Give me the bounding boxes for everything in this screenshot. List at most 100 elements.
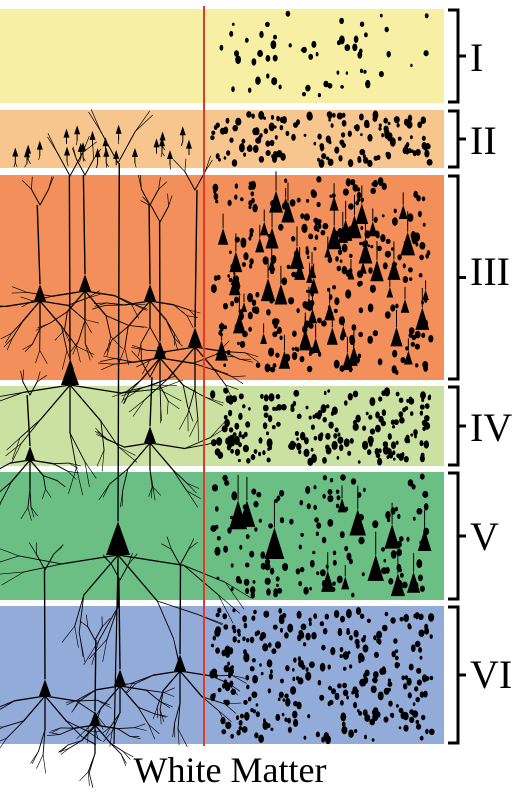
cell-body (305, 671, 312, 681)
cell-body (427, 395, 431, 401)
cell-body (371, 182, 376, 187)
dendrite (65, 700, 81, 703)
dendrite (148, 486, 153, 497)
dendrite (86, 614, 89, 628)
dendrite (53, 544, 64, 555)
cell-body (251, 691, 258, 698)
apical-dendrite (43, 569, 46, 680)
dendrite (225, 384, 239, 390)
neuron-soma (174, 654, 186, 671)
dendrite (106, 336, 112, 352)
cell-body (360, 225, 364, 231)
cell-body (338, 155, 343, 162)
dendrite (124, 347, 129, 366)
pyramidal-soma (278, 350, 291, 369)
cell-body (252, 203, 258, 213)
cell-body (265, 21, 270, 27)
cell-body (317, 133, 322, 140)
dendrite (98, 606, 119, 641)
cell-body (258, 437, 263, 444)
cell-body (246, 638, 250, 643)
cell-body (364, 714, 371, 722)
cell-body (245, 534, 250, 540)
cell-body (393, 116, 400, 124)
dendrite (42, 475, 58, 482)
cell-body (362, 425, 367, 431)
small-pyramid (185, 139, 192, 149)
small-pyramid (23, 148, 30, 158)
dendrite (204, 155, 211, 172)
cell-body (231, 159, 238, 167)
cell-body (395, 704, 399, 708)
dendrite (197, 419, 199, 442)
cell-body (317, 157, 320, 162)
cell-body (402, 263, 406, 269)
cell-body (391, 247, 394, 251)
dendrite (186, 482, 197, 494)
dendrite (22, 381, 31, 396)
cell-body (317, 679, 322, 686)
cell-body (395, 440, 399, 445)
dendrite (0, 391, 24, 402)
dendrite (232, 375, 246, 378)
dendrite (159, 709, 165, 722)
dendrite (184, 437, 211, 449)
cell-body (258, 518, 262, 523)
dendrite (50, 727, 61, 732)
cell-body (367, 244, 371, 248)
cell-body (370, 187, 377, 195)
dendrite (177, 702, 181, 730)
dendrite (84, 319, 92, 334)
cell-body (367, 435, 374, 445)
cell-body (213, 193, 219, 200)
dendrite (68, 740, 83, 749)
apical-dendrite (148, 204, 151, 285)
cell-body (296, 119, 300, 126)
cell-body (313, 224, 318, 232)
layer-bracket-2 (448, 109, 466, 169)
cell-body (344, 44, 351, 52)
dendrite (117, 728, 131, 737)
cell-body (222, 474, 228, 482)
pyramidal-soma (269, 190, 283, 213)
pyramidal-soma (307, 308, 318, 324)
dendrite (129, 736, 141, 740)
cell-body (216, 576, 220, 580)
cell-body (258, 156, 265, 163)
cell-body (415, 696, 421, 703)
dendrite (186, 315, 194, 328)
cell-body (212, 183, 219, 192)
dendrite (184, 158, 187, 172)
cell-body (320, 404, 327, 414)
pyramidal-soma (400, 298, 410, 313)
cell-body (330, 647, 336, 656)
dendrite (21, 300, 34, 308)
cell-body (397, 254, 402, 261)
dendrite (160, 151, 163, 158)
dendrite (152, 486, 162, 496)
cell-body (328, 699, 334, 706)
cell-body (305, 246, 309, 251)
cell-body (281, 403, 287, 411)
dendrite (217, 594, 234, 624)
cell-body (418, 613, 424, 620)
cell-body (276, 404, 283, 411)
pyramidal-soma (370, 259, 384, 282)
dendrite (0, 726, 4, 730)
dendrite (184, 171, 196, 191)
cell-body (243, 578, 250, 586)
dendrite (11, 320, 24, 339)
cell-body (416, 679, 422, 686)
pyramidal-soma (368, 221, 378, 237)
cell-body (389, 137, 396, 147)
cell-body (353, 629, 359, 638)
dendrite (102, 731, 113, 743)
cell-body (254, 527, 258, 532)
dendrite (165, 319, 175, 335)
cell-body (301, 223, 308, 233)
cell-body (357, 353, 362, 359)
dendrite (152, 486, 156, 501)
cell-body (327, 519, 334, 527)
dendrite (167, 193, 169, 207)
cell-body (390, 304, 396, 312)
